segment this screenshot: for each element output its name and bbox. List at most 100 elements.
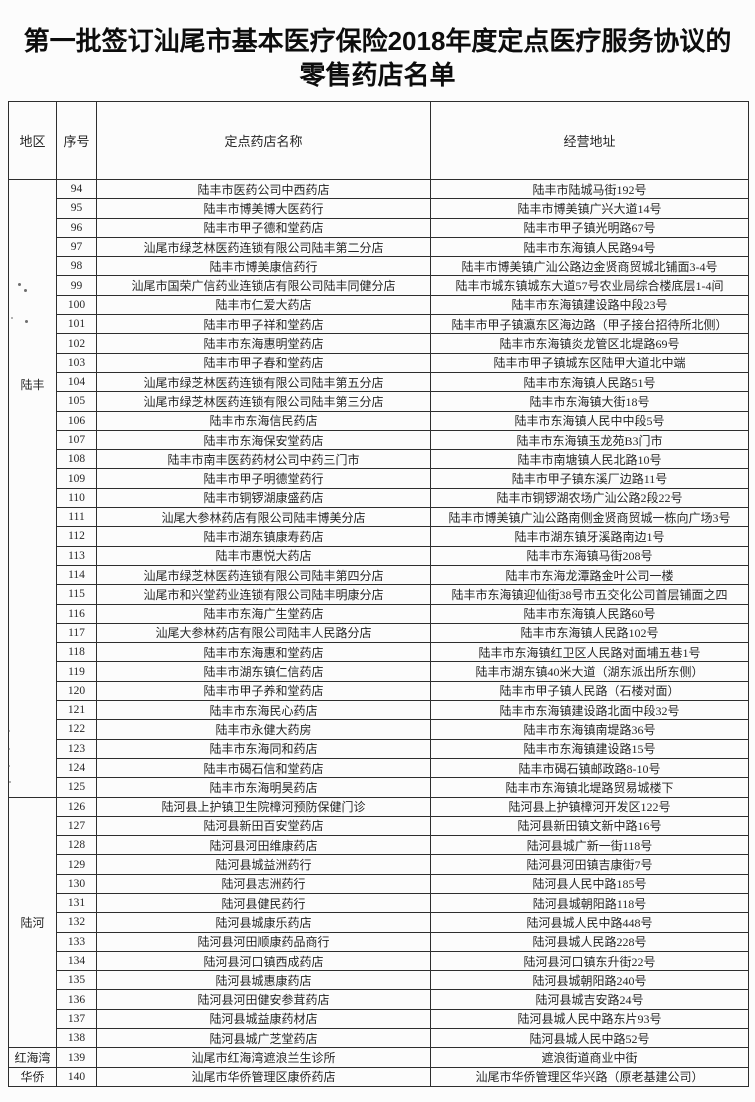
table-row: 117 汕尾大参林药店有限公司陆丰人民路分店 陆丰市东海镇人民路102号 — [9, 622, 749, 644]
table-row: 103 陆丰市甲子春和堂药店 陆丰市甲子镇城东区陆甲大道北中端 — [9, 352, 749, 373]
row-number-cell: 106 — [56, 410, 97, 431]
row-number-cell: 123 — [56, 738, 97, 759]
pharmacy-name-cell: 陆河县健民药行 — [96, 892, 431, 914]
pharmacy-name-cell: 陆丰市博美博大医药行 — [96, 198, 431, 219]
pharmacy-name-cell: 陆丰市东海民心药店 — [96, 700, 431, 721]
pharmacy-name-cell: 陆丰市碣石信和堂药店 — [96, 757, 431, 779]
address-cell: 陆丰市东海镇建设路15号 — [430, 738, 749, 759]
address-cell: 陆河县城人民中路52号 — [430, 1028, 749, 1049]
row-number-cell: 130 — [56, 873, 97, 894]
row-number-cell: 138 — [56, 1028, 97, 1049]
pharmacy-name-cell: 陆河县志洲药行 — [96, 873, 431, 894]
row-number-cell: 119 — [56, 661, 97, 682]
row-number-cell: 94 — [56, 178, 97, 200]
pharmacy-name-cell: 汕尾大参林药店有限公司陆丰人民路分店 — [96, 622, 431, 644]
scan-speck — [25, 320, 28, 323]
row-number-cell: 121 — [56, 700, 97, 721]
address-cell: 陆河县上护镇樟河开发区122号 — [430, 796, 749, 817]
table-row: 106 陆丰市东海信民药店 陆丰市东海镇人民中中段5号 — [9, 410, 749, 431]
table-row: 红海湾 139 汕尾市红海湾遮浪兰生诊所 遮浪街道商业中街 — [8, 1047, 749, 1068]
table-row: 95 陆丰市博美博大医药行 陆丰市博美镇广兴大道14号 — [9, 198, 749, 219]
table-row: 125 陆丰市东海明昊药店 陆丰市东海镇北堤路贸易城楼下 — [9, 777, 749, 798]
table-row: 127 陆河县新田百安堂药店 陆河县新田镇文新中路16号 — [9, 815, 749, 837]
address-cell: 陆丰市甲子镇东溪厂边路11号 — [430, 468, 749, 489]
row-number-cell: 132 — [56, 912, 97, 933]
table-row: 128 陆河县河田维康药店 陆河县城广新一街118号 — [9, 835, 749, 856]
address-cell: 遮浪街道商业中街 — [430, 1047, 749, 1068]
title-line-1: 第一批签订汕尾市基本医疗保险2018年度定点医疗服务协议的 — [23, 26, 732, 56]
table-row: 131 陆河县健民药行 陆河县城朝阳路118号 — [9, 892, 749, 914]
pharmacy-name-cell: 陆丰市博美康信药行 — [96, 256, 431, 277]
page-title: 第一批签订汕尾市基本医疗保险2018年度定点医疗服务协议的 零售药店名单 — [0, 0, 755, 92]
address-cell: 陆丰市甲子镇瀛东区海边路（甲子接台招待所北侧） — [430, 314, 749, 335]
pharmacy-name-cell: 陆河县城益康药材店 — [96, 1008, 431, 1030]
address-cell: 陆丰市东海镇大街18号 — [430, 391, 749, 412]
row-number-cell: 117 — [56, 622, 97, 644]
row-number-cell: 127 — [56, 815, 97, 837]
address-cell: 陆河县城朝阳路240号 — [430, 970, 749, 991]
address-cell: 陆河县人民中路185号 — [430, 873, 749, 894]
row-number-cell: 125 — [56, 777, 97, 798]
header-row: 地区 序号 定点药店名称 经营地址 — [8, 101, 749, 180]
row-number-cell: 108 — [56, 449, 97, 470]
address-cell: 陆丰市东海镇炎龙管区北堤路69号 — [430, 333, 749, 354]
table-row: 116 陆丰市东海广生堂药店 陆丰市东海镇人民路60号 — [9, 603, 749, 624]
table-row: 112 陆丰市湖东镇康寿药店 陆丰市湖东镇牙溪路南边1号 — [9, 526, 749, 547]
pharmacy-name-cell: 陆河县城惠康药店 — [96, 970, 431, 991]
pharmacy-name-cell: 陆丰市仁爱大药店 — [96, 294, 431, 316]
table-row: 104 汕尾市绿芝林医药连锁有限公司陆丰第五分店 陆丰市东海镇人民路51号 — [9, 371, 749, 393]
pharmacy-name-cell: 汕尾市和兴堂药业连锁有限公司陆丰明康分店 — [96, 584, 431, 605]
pharmacy-name-cell: 陆丰市湖东镇康寿药店 — [96, 526, 431, 547]
pharmacy-name-cell: 陆丰市甲子明德堂药行 — [96, 468, 431, 489]
header-region: 地区 — [8, 101, 57, 180]
pharmacy-name-cell: 陆河县上护镇卫生院樟河预防保健门诊 — [96, 796, 431, 817]
pharmacy-name-cell: 陆丰市甲子德和堂药店 — [96, 217, 431, 238]
row-number-cell: 100 — [56, 294, 97, 316]
row-number-cell: 115 — [56, 584, 97, 605]
pharmacy-name-cell: 陆丰市东海广生堂药店 — [96, 603, 431, 624]
pharmacy-name-cell: 陆河县河田健安参茸药店 — [96, 989, 431, 1010]
pharmacy-name-cell: 陆河县河田维康药店 — [96, 835, 431, 856]
pharmacy-name-cell: 陆丰市铜锣湖康盛药店 — [96, 487, 431, 509]
row-number-cell: 135 — [56, 970, 97, 991]
table-row: 114 汕尾市绿芝林医药连锁有限公司陆丰第四分店 陆丰市东海龙潭路金叶公司一楼 — [9, 564, 749, 586]
row-number-cell: 97 — [56, 236, 97, 258]
row-number-cell: 114 — [56, 564, 97, 586]
pharmacy-name-cell: 陆丰市甲子春和堂药店 — [96, 352, 431, 373]
row-number-cell: 95 — [56, 198, 97, 219]
table-row: 130 陆河县志洲药行 陆河县人民中路185号 — [9, 873, 749, 894]
row-number-cell: 126 — [56, 796, 97, 817]
row-number-cell: 101 — [56, 314, 97, 335]
address-cell: 陆丰市甲子镇人民路（石楼对面） — [430, 680, 749, 702]
table-row: 陆河 126 陆河县上护镇卫生院樟河预防保健门诊 陆河县上护镇樟河开发区122号 — [8, 796, 749, 1049]
address-cell: 陆丰市铜锣湖农场广汕公路2段22号 — [430, 487, 749, 509]
row-number-cell: 107 — [56, 429, 97, 451]
pharmacy-name-cell: 汕尾市华侨管理区康侨药店 — [96, 1066, 431, 1087]
pharmacy-name-cell: 汕尾市绿芝林医药连锁有限公司陆丰第二分店 — [96, 236, 431, 258]
address-cell: 陆河县城朝阳路118号 — [430, 892, 749, 914]
pharmacy-name-cell: 陆河县河田顺康药品商行 — [96, 931, 431, 952]
pharmacy-name-cell: 陆丰市东海惠和堂药店 — [96, 642, 431, 663]
pharmacy-name-cell: 汕尾市红海湾遮浪兰生诊所 — [96, 1047, 431, 1068]
pharmacy-name-cell: 陆丰市东海同和药店 — [96, 738, 431, 759]
table-row: 115 汕尾市和兴堂药业连锁有限公司陆丰明康分店 陆丰市东海镇迎仙街38号市五交化公… — [9, 584, 749, 605]
address-cell: 陆丰市东海镇建设路北面中段32号 — [430, 700, 749, 721]
address-cell: 陆丰市湖东镇40米大道（湖东派出所东侧） — [430, 661, 749, 682]
table-row: 102 陆丰市东海惠明堂药店 陆丰市东海镇炎龙管区北堤路69号 — [9, 333, 749, 354]
row-number-cell: 111 — [56, 507, 97, 528]
pharmacy-name-cell: 陆丰市东海明昊药店 — [96, 777, 431, 798]
region-cell: 陆丰 — [8, 179, 57, 798]
table-row: 96 陆丰市甲子德和堂药店 陆丰市甲子镇光明路67号 — [9, 217, 749, 238]
address-cell: 陆丰市博美镇广兴大道14号 — [430, 198, 749, 219]
table-row: 120 陆丰市甲子养和堂药店 陆丰市甲子镇人民路（石楼对面） — [9, 680, 749, 702]
row-number-cell: 124 — [56, 757, 97, 779]
address-cell: 陆河县新田镇文新中路16号 — [430, 815, 749, 837]
row-number-cell: 118 — [56, 642, 97, 663]
address-cell: 陆丰市陆城马街192号 — [430, 178, 749, 200]
address-cell: 陆河县河田镇吉康街7号 — [430, 854, 749, 875]
region-cell: 华侨 — [8, 1066, 57, 1087]
table-row: 107 陆丰市东海保安堂药店 陆丰市东海镇玉龙苑B3门市 — [9, 429, 749, 451]
table-row: 101 陆丰市甲子祥和堂药店 陆丰市甲子镇瀛东区海边路（甲子接台招待所北侧） — [9, 314, 749, 335]
address-cell: 陆丰市东海镇人民中中段5号 — [430, 410, 749, 431]
